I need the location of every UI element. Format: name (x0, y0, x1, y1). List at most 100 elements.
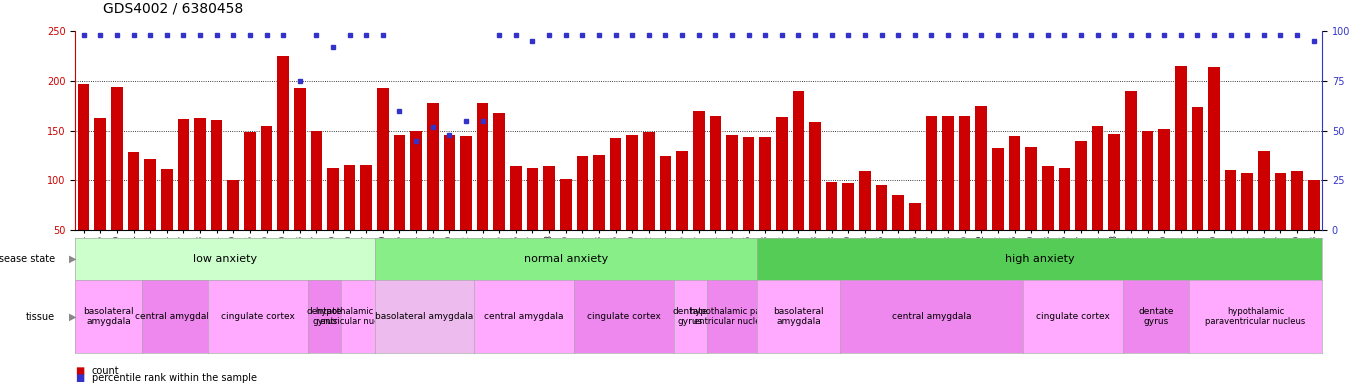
Text: dentate
gyrus: dentate gyrus (1138, 307, 1174, 326)
Text: basolateral amygdala: basolateral amygdala (375, 312, 474, 321)
Bar (493, 113, 506, 280)
Bar (892, 195, 904, 280)
Bar (427, 103, 438, 280)
Bar (693, 111, 704, 280)
Bar (975, 106, 988, 280)
Bar (775, 117, 788, 280)
Bar (393, 134, 406, 280)
Text: basolateral
amygdala: basolateral amygdala (773, 307, 823, 326)
Bar (959, 116, 970, 280)
Bar (1175, 66, 1186, 280)
Bar (1075, 141, 1086, 280)
Text: GDS4002 / 6380458: GDS4002 / 6380458 (103, 2, 242, 15)
Bar (78, 84, 89, 280)
Bar (610, 137, 622, 280)
Text: count: count (92, 366, 119, 376)
Bar (295, 88, 306, 280)
Bar (1158, 129, 1170, 280)
Bar (560, 179, 571, 280)
Bar (1092, 126, 1103, 280)
Bar (643, 132, 655, 280)
Bar (859, 172, 871, 280)
Bar (127, 152, 140, 280)
Text: low anxiety: low anxiety (193, 254, 258, 264)
Bar (1274, 174, 1286, 280)
Bar (577, 156, 588, 280)
Bar (111, 87, 123, 280)
Bar (178, 119, 189, 280)
Bar (810, 122, 821, 280)
Text: central amygdala: central amygdala (136, 312, 215, 321)
Bar (1292, 172, 1303, 280)
Bar (726, 134, 738, 280)
Text: central amygdala: central amygdala (485, 312, 564, 321)
Bar (510, 166, 522, 280)
Bar (743, 137, 755, 280)
Bar (444, 134, 455, 280)
Bar (344, 164, 355, 280)
Bar (327, 169, 338, 280)
Bar (593, 154, 604, 280)
Bar (793, 91, 804, 280)
Text: hypothalamic parav
entricular nucleus: hypothalamic parav entricular nucleus (316, 307, 400, 326)
Bar (1308, 180, 1319, 280)
Bar (843, 184, 854, 280)
Bar (311, 131, 322, 280)
Bar (1225, 170, 1237, 280)
Text: basolateral
amygdala: basolateral amygdala (84, 307, 134, 326)
Text: normal anxiety: normal anxiety (523, 254, 608, 264)
Bar (227, 180, 240, 280)
Text: cingulate cortex: cingulate cortex (222, 312, 295, 321)
Text: cingulate cortex: cingulate cortex (586, 312, 660, 321)
Bar (244, 132, 256, 280)
Text: hypothalamic
paraventricular nucleus: hypothalamic paraventricular nucleus (1206, 307, 1306, 326)
Text: ■: ■ (75, 366, 85, 376)
Text: disease state: disease state (0, 254, 55, 264)
Bar (360, 164, 373, 280)
Text: ▶: ▶ (68, 254, 75, 264)
Bar (1043, 166, 1054, 280)
Bar (211, 119, 222, 280)
Bar (544, 166, 555, 280)
Bar (477, 103, 489, 280)
Bar (943, 116, 954, 280)
Bar (1059, 167, 1070, 280)
Bar (1141, 131, 1154, 280)
Bar (926, 116, 937, 280)
Bar (195, 118, 206, 280)
Bar (277, 56, 289, 280)
Text: central amygdala: central amygdala (892, 312, 971, 321)
Bar (95, 118, 105, 280)
Bar (759, 137, 771, 280)
Bar (677, 151, 688, 280)
Text: percentile rank within the sample: percentile rank within the sample (92, 373, 256, 383)
Bar (1025, 147, 1037, 280)
Text: cingulate cortex: cingulate cortex (1036, 312, 1110, 321)
Text: ■: ■ (75, 373, 85, 383)
Bar (1008, 136, 1021, 280)
Bar (826, 182, 837, 280)
Bar (659, 156, 671, 280)
Bar (1241, 174, 1254, 280)
Bar (260, 126, 273, 280)
Bar (160, 169, 173, 280)
Bar (1108, 134, 1121, 280)
Bar (1258, 151, 1270, 280)
Bar (710, 116, 721, 280)
Bar (992, 147, 1004, 280)
Bar (1125, 91, 1137, 280)
Bar (377, 88, 389, 280)
Text: dentate
gyrus: dentate gyrus (673, 307, 708, 326)
Bar (626, 134, 638, 280)
Bar (526, 167, 538, 280)
Bar (1192, 107, 1203, 280)
Bar (144, 159, 156, 280)
Bar (410, 131, 422, 280)
Text: ▶: ▶ (68, 312, 75, 322)
Bar (875, 185, 888, 280)
Text: tissue: tissue (26, 312, 55, 322)
Bar (1208, 67, 1219, 280)
Bar (908, 204, 921, 280)
Text: hypothalamic parav
entricular nucleus: hypothalamic parav entricular nucleus (690, 307, 774, 326)
Text: dentate
gyrus: dentate gyrus (307, 307, 342, 326)
